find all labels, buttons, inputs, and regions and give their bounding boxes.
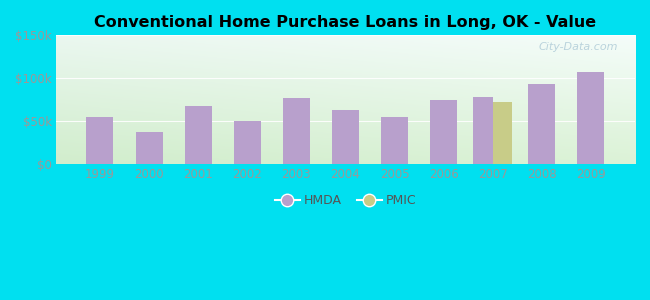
- Text: City-Data.com: City-Data.com: [538, 42, 617, 52]
- Bar: [332, 110, 359, 164]
- Bar: [234, 121, 261, 164]
- Bar: [283, 98, 310, 164]
- Bar: [185, 106, 212, 164]
- Bar: [493, 102, 512, 164]
- Legend: HMDA, PMIC: HMDA, PMIC: [270, 189, 421, 212]
- Bar: [381, 117, 408, 164]
- Bar: [86, 117, 114, 164]
- Bar: [528, 84, 555, 164]
- Bar: [577, 72, 605, 164]
- Bar: [430, 100, 457, 164]
- Bar: [473, 97, 493, 164]
- Bar: [136, 132, 162, 164]
- Title: Conventional Home Purchase Loans in Long, OK - Value: Conventional Home Purchase Loans in Long…: [94, 15, 597, 30]
